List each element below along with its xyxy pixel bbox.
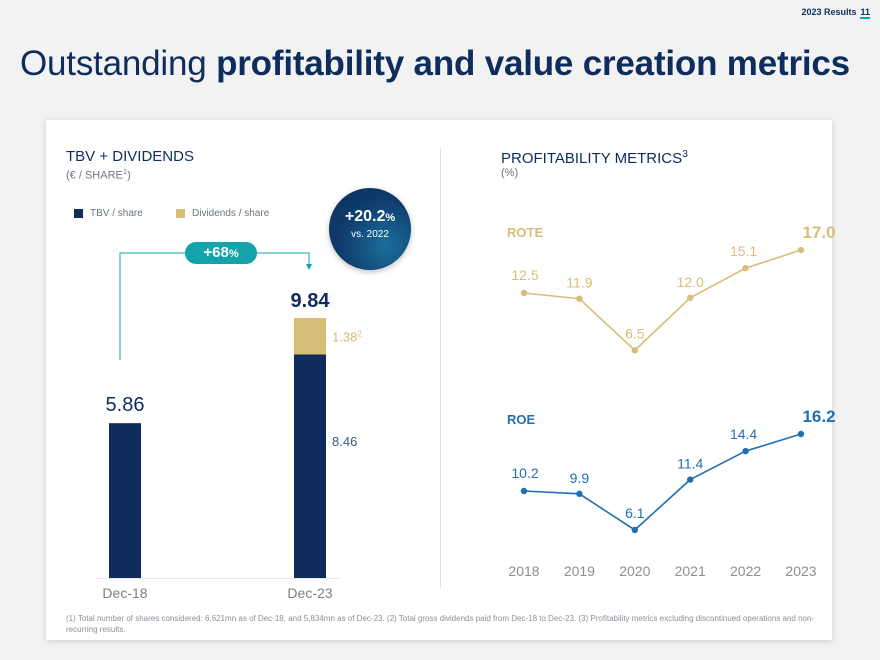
bar-total-label: 9.84 (291, 290, 331, 312)
tbv-section-subtitle: (€ / SHARE1) (66, 167, 131, 182)
tbv-section-title: TBV + DIVIDENDS (66, 148, 194, 165)
data-label-roe: 16.2 (802, 407, 835, 426)
point-rote (742, 264, 749, 272)
growth-badge: +20.2% vs. 2022 (329, 188, 411, 270)
data-label-roe: 11.4 (677, 456, 703, 472)
data-label-rote: 12.0 (677, 274, 704, 290)
data-label-rote: 17.0 (802, 223, 835, 242)
legend-tbv: TBV / share (74, 208, 143, 219)
point-rote (797, 246, 805, 254)
profitability-section-title: PROFITABILITY METRICS3 (501, 148, 688, 167)
x-tick-label: Dec-18 (102, 585, 147, 601)
x-tick-label: 2020 (619, 563, 650, 579)
legend-swatch-tbv (74, 209, 83, 218)
page-number: 11 (860, 7, 870, 19)
point-roe (576, 490, 583, 498)
data-label-rote: 11.9 (566, 275, 592, 291)
growth-connector (119, 252, 310, 360)
badge-text: vs. 2022 (351, 229, 389, 240)
bar-tbv-dec-23 (294, 354, 326, 578)
point-roe (631, 526, 638, 534)
point-rote (631, 347, 638, 354)
bar-tbv-dec-18 (109, 423, 141, 578)
point-roe (797, 430, 805, 438)
legend-dividends: Dividends / share (176, 208, 269, 219)
series-title-roe: ROE (507, 412, 536, 427)
point-rote (687, 294, 694, 301)
line-roe (523, 433, 802, 531)
page-title-bold: profitability and value creation metrics (216, 44, 850, 83)
badge-value: +20.2% (344, 208, 396, 225)
point-roe (742, 447, 749, 455)
panel-divider (440, 148, 441, 588)
bar-dividends-dec-23 (294, 318, 326, 355)
data-label-rote: 15.1 (730, 243, 757, 259)
content-panel (46, 120, 832, 640)
point-roe (520, 487, 528, 495)
data-label-roe: 9.9 (570, 470, 590, 486)
profitability-section-subtitle: (%) (501, 167, 519, 179)
header: 2023 Results 11 (801, 7, 870, 19)
x-tick-label: 2019 (564, 563, 595, 579)
data-label-rote: 6.5 (625, 325, 645, 341)
data-label-roe: 14.4 (730, 426, 757, 442)
legend-swatch-dividends (176, 209, 185, 218)
series-title-rote: ROTE (507, 225, 543, 240)
footnote-ref: 2 (357, 329, 362, 338)
point-roe (687, 476, 694, 483)
point-rote (576, 295, 583, 302)
data-label-roe: 10.2 (511, 465, 538, 481)
bar-total-label: 5.86 (106, 394, 145, 416)
data-label-roe: 6.1 (625, 505, 645, 521)
bar-dividends-value-label: 1.382 (332, 329, 362, 344)
line-rote (523, 249, 802, 352)
point-rote (520, 289, 528, 297)
x-tick-label: 2018 (508, 563, 539, 579)
growth-arrow-head (306, 264, 312, 270)
page-title-light: Outstanding (20, 44, 207, 83)
data-label-rote: 12.5 (511, 267, 538, 283)
footnote: (1) Total number of shares considered: 6… (66, 614, 815, 634)
x-tick-label: Dec-23 (287, 585, 332, 601)
growth-pill: +68% (185, 242, 257, 264)
x-tick-label: 2021 (675, 563, 706, 579)
page-title: Outstanding profitability and value crea… (20, 44, 850, 84)
bar-tbv-value-label: 8.46 (332, 434, 357, 449)
x-tick-label: 2022 (730, 563, 761, 579)
x-tick-label: 2023 (785, 563, 816, 579)
report-label: 2023 Results (801, 7, 857, 17)
